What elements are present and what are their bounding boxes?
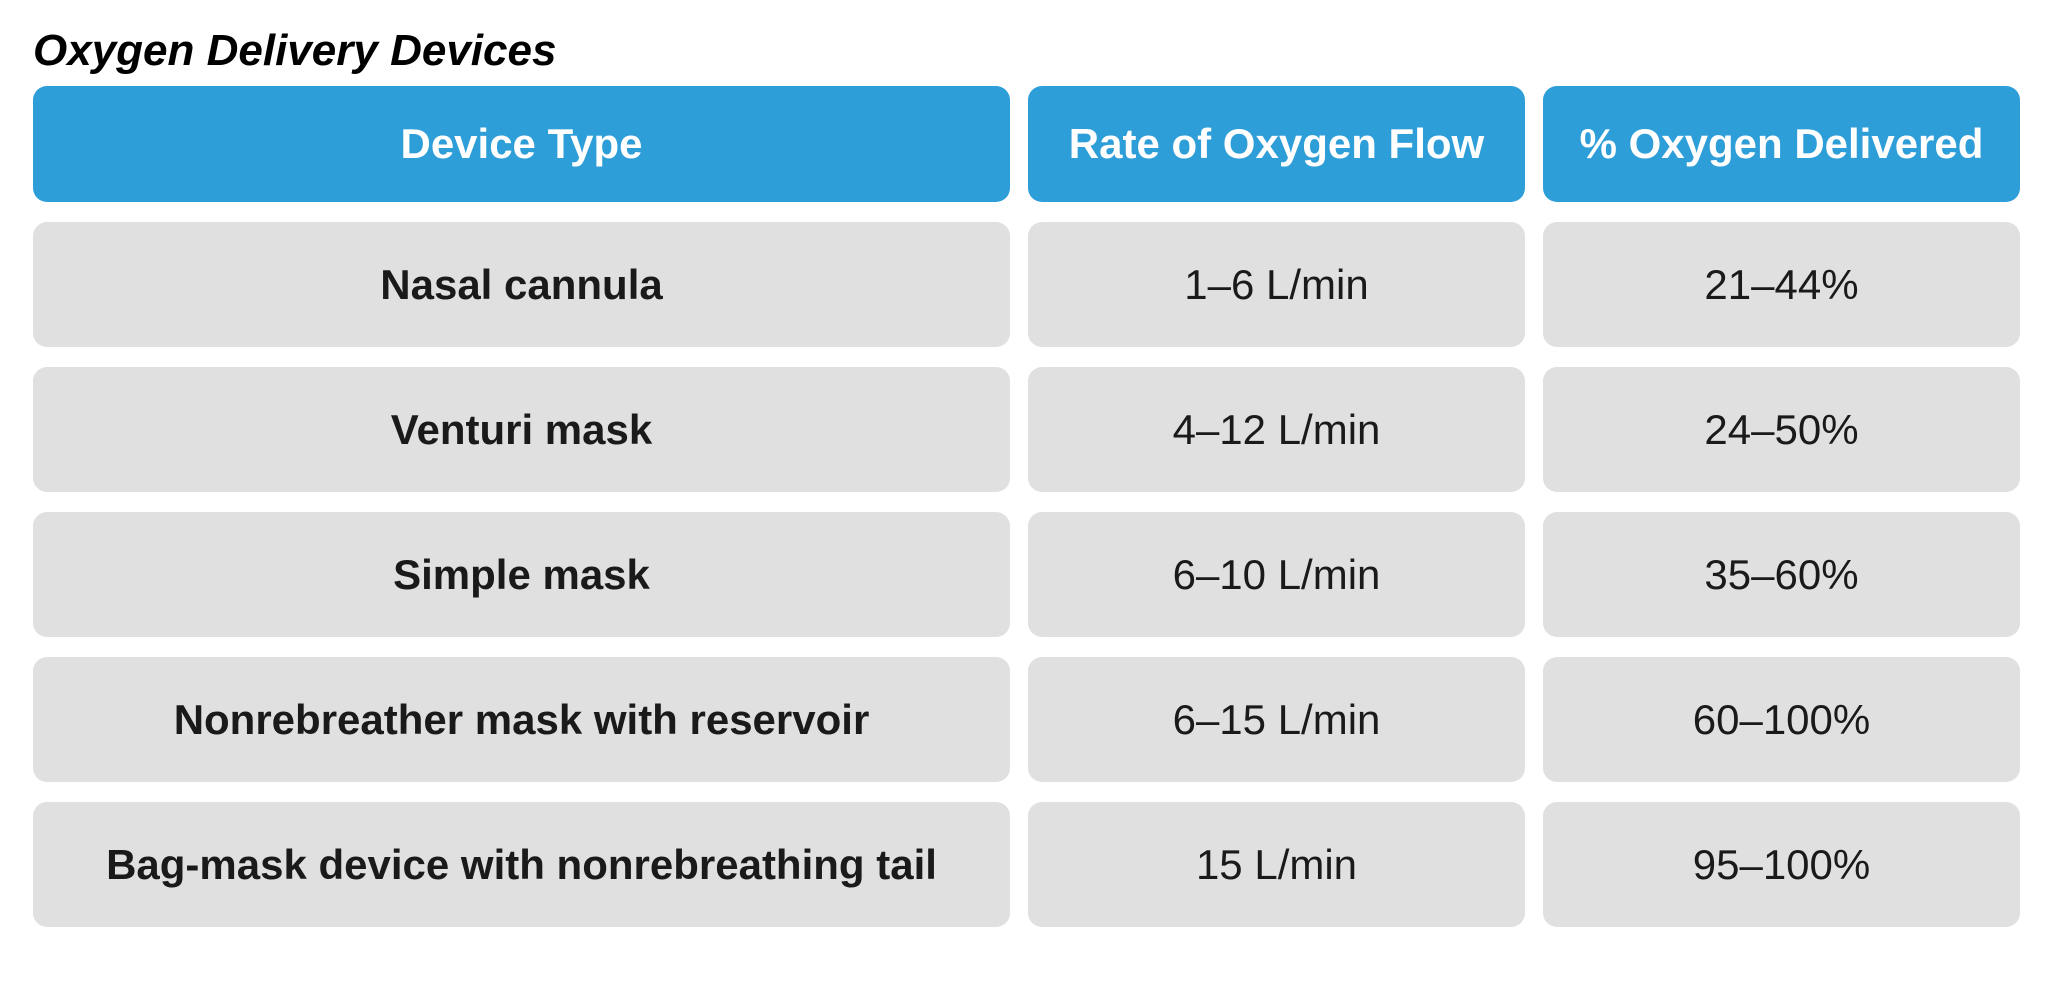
device-type-cell: Nonrebreather mask with reservoir [33,657,1010,782]
device-type-cell: Nasal cannula [33,222,1010,347]
table-cell: 60–100% [1543,657,2020,782]
table-cell: 21–44% [1543,222,2020,347]
column-header-oxygen-delivered: % Oxygen Delivered [1543,86,2020,202]
table-cell: 15 L/min [1028,802,1525,927]
table-title: Oxygen Delivery Devices [33,26,557,75]
table-cell: 35–60% [1543,512,2020,637]
device-type-cell: Simple mask [33,512,1010,637]
table-cell: 6–10 L/min [1028,512,1525,637]
device-type-cell: Venturi mask [33,367,1010,492]
oxygen-delivery-table: Device Type Rate of Oxygen Flow% Oxygen D… [33,86,2020,927]
column-header-device-type: Device Type [33,86,1010,202]
table-cell: 1–6 L/min [1028,222,1525,347]
column-header-rate-of-oxygen-flow: Rate of Oxygen Flow [1028,86,1525,202]
table-cell: 24–50% [1543,367,2020,492]
device-type-cell: Bag-mask device with nonrebreathing tail [33,802,1010,927]
table-cell: 95–100% [1543,802,2020,927]
table-cell: 4–12 L/min [1028,367,1525,492]
table-cell: 6–15 L/min [1028,657,1525,782]
